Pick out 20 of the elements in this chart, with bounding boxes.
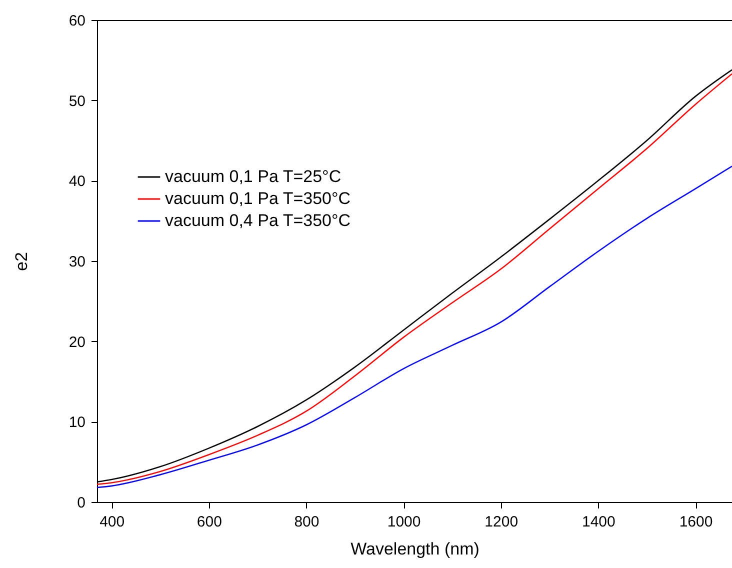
y-tick-label: 60 [68, 12, 86, 30]
legend-label: vacuum 0,1 Pa T=350°C [165, 189, 351, 208]
x-tick-label: 800 [294, 514, 320, 530]
x-tick-label: 1000 [387, 514, 421, 530]
x-tick-label: 400 [100, 514, 125, 530]
y-tick-label: 20 [68, 334, 86, 351]
x-tick-label: 1400 [582, 514, 616, 530]
y-tick-label: 30 [68, 254, 86, 270]
x-tick-label: 1200 [484, 514, 518, 530]
line-series [96, 166, 732, 488]
y-tick-label: 10 [68, 414, 86, 432]
legend-label: vacuum 0,4 Pa T=350°C [165, 211, 351, 230]
x-tick-label: 1600 [679, 514, 713, 530]
y-tick-label: 0 [77, 494, 86, 512]
y-tick-label: 40 [68, 173, 86, 190]
x-axis-title: Wavelength (nm) [350, 540, 480, 558]
y-tick-label: 50 [68, 92, 86, 110]
legend-label: vacuum 0,1 Pa T=25°C [165, 167, 342, 186]
x-tick-label: 600 [196, 514, 222, 530]
y-axis-title: e2 [12, 252, 31, 271]
